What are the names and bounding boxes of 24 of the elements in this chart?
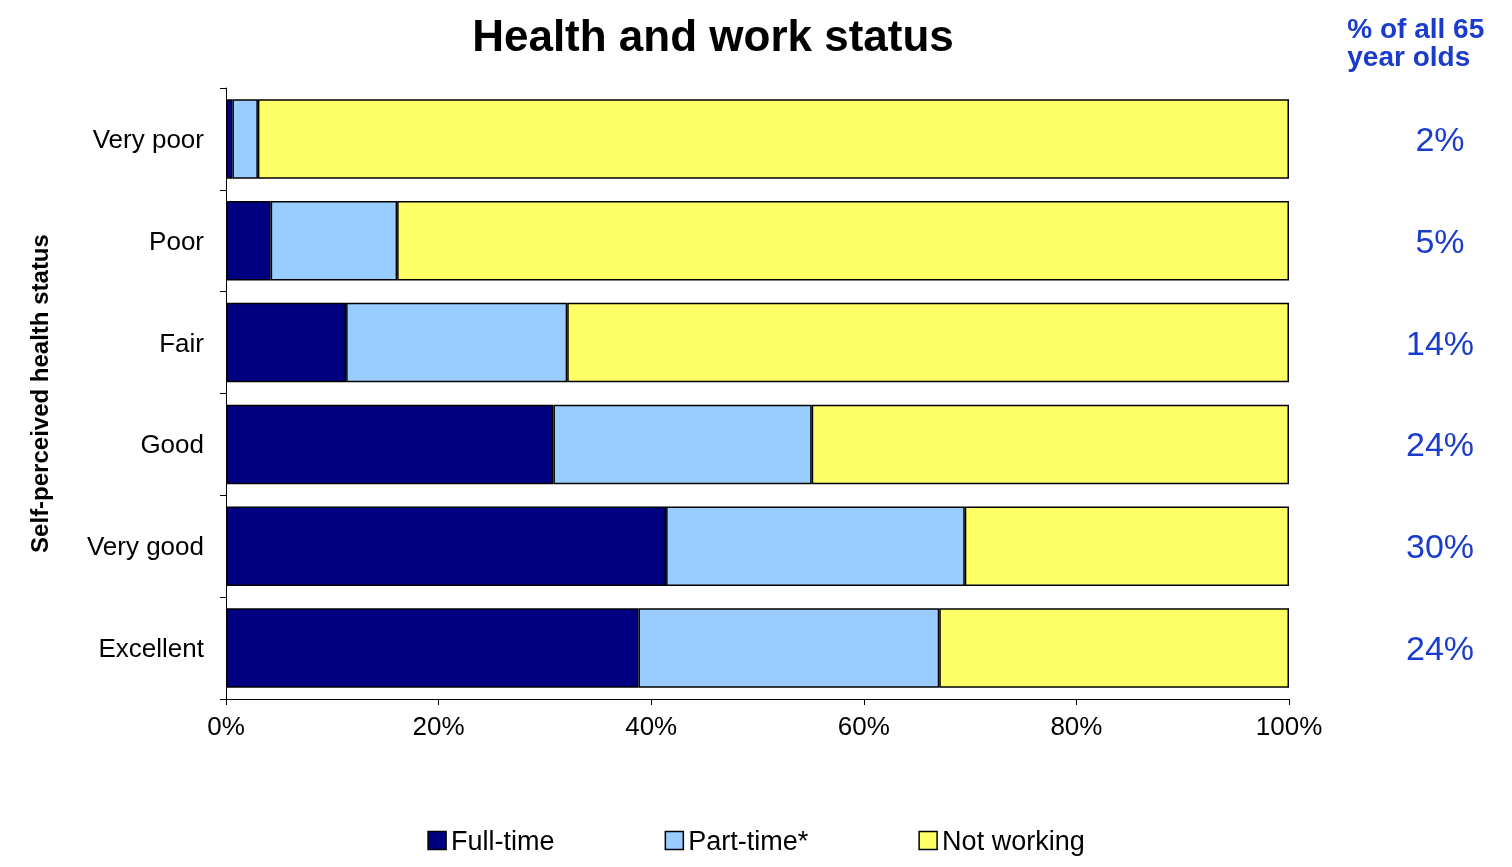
x-tick-label: 60% — [837, 711, 890, 741]
y-tick-label: Very good — [86, 531, 204, 562]
x-tick-label: 40% — [625, 711, 678, 741]
x-tick-label: 20% — [412, 711, 465, 741]
text: 5% — [1415, 221, 1465, 260]
y-tick-label: Poor — [149, 225, 205, 256]
legend-label: Full-time — [451, 825, 555, 856]
text: 24% — [1405, 425, 1475, 464]
text: 30% — [1405, 527, 1475, 566]
legend-label: Part-time* — [688, 825, 809, 856]
text: % of all 65 year olds — [1347, 12, 1492, 72]
y-tick-label: Very poor — [92, 123, 205, 154]
y-tick-label: Good — [140, 429, 204, 460]
chart-title: Health and work status — [472, 10, 954, 60]
x-tick-label: 80% — [1050, 711, 1103, 741]
text: 14% — [1405, 323, 1475, 362]
text: 2% — [1415, 119, 1465, 158]
text: 24% — [1405, 629, 1475, 668]
y-tick-label: Excellent — [98, 633, 205, 664]
x-tick-label: 0% — [207, 711, 245, 741]
legend-label: Not working — [942, 825, 1085, 856]
x-tick-label: 100% — [1255, 711, 1323, 741]
y-axis-title: Self-perceived health status — [25, 234, 53, 553]
y-tick-label: Fair — [159, 327, 205, 358]
